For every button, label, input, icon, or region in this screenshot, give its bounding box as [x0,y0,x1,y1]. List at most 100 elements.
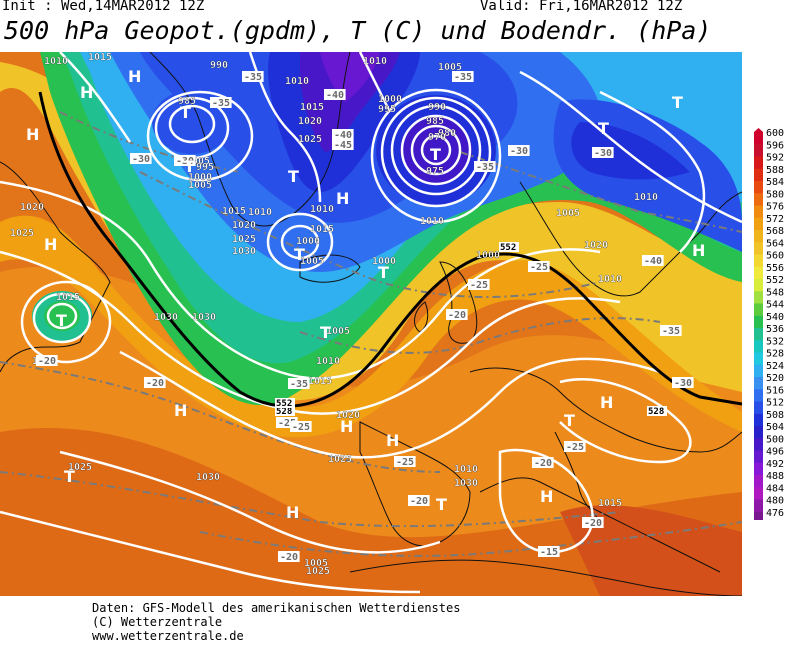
isobar-label: 1030 [232,246,256,257]
low-pressure-center: T [180,103,191,122]
high-pressure-center: H [26,125,39,144]
isobar-label: 1015 [222,206,246,217]
isotherm-label: -35 [244,72,262,83]
colour-scale-legend: 6005965925885845805765725685645605565525… [754,128,784,520]
isotherm-label-bg [532,457,554,468]
isobar-label: 1010 [634,192,658,203]
legend-swatch [754,254,763,268]
low-pressure-center: T [184,157,195,176]
isotherm-label-bg [508,145,530,156]
legend-swatch [754,217,763,231]
isobar-label: 1020 [232,220,256,231]
legend-level-label: 504 [766,422,784,433]
isotherm-label: -35 [290,379,308,390]
high-pressure-center: H [80,83,93,102]
isobar-label: 1010 [248,207,272,218]
footer-data-source: Daten: GFS-Modell des amerikanischen Wet… [92,601,461,615]
isotherm-label-bg [332,139,354,150]
isobar-label: 1005 [188,180,212,191]
low-pressure-center: T [672,93,683,112]
legend-level-label: 496 [766,447,784,458]
isobar-label: 985 [178,96,196,107]
legend-swatch [754,144,763,157]
legend-level-label: 528 [766,349,784,360]
isotherm-label: -20 [280,552,298,563]
isobar-label: 980 [438,128,456,139]
isotherm-label: -40 [334,130,352,141]
isotherm-label: -20 [584,518,602,529]
isobar-label: 1015 [308,376,332,387]
high-pressure-center: H [336,189,349,208]
footer-website: www.wetterzentrale.de [92,629,244,643]
isotherm-label: -30 [132,154,150,165]
legend-swatch [754,450,763,464]
isobar-label: 1030 [154,312,178,323]
isotherm-label-bg [538,546,560,557]
isobar-label: 1005 [304,558,328,569]
isobar-label: 1005 [438,62,462,73]
legend-level-label: 492 [766,459,784,470]
legend-swatch [754,499,763,513]
isobar-label: 1010 [420,216,444,227]
legend-level-label: 564 [766,238,784,249]
isobar-label: 1010 [316,356,340,367]
isobar-label: 1000 [372,256,396,267]
isobar-label: 1010 [310,204,334,215]
isotherm-label: -35 [454,72,472,83]
low-pressure-center: T [56,311,67,330]
legend-level-label: 596 [766,140,784,151]
geopotential-label: 552 [500,243,516,253]
isotherm-label: -30 [674,378,692,389]
legend-swatch [754,352,763,366]
isobar-label: 1025 [68,462,92,473]
legend-level-label: 540 [766,312,784,323]
isotherm-label: -20 [534,458,552,469]
high-pressure-center: H [340,417,353,436]
isotherm-label: -20 [146,378,164,389]
isotherm-label-bg [672,377,694,388]
legend-level-label: 572 [766,214,784,225]
legend-level-label: 548 [766,287,784,298]
legend-level-label: 592 [766,153,784,164]
legend-swatch [754,475,763,488]
legend-swatch [754,401,763,415]
legend-level-label: 512 [766,398,784,409]
isobar-label: 1005 [326,326,350,337]
isotherm-label-bg [564,441,586,452]
isobar-label: 1020 [336,410,360,421]
isotherm-label: -35 [662,326,680,337]
legend-level-label: 560 [766,251,784,262]
legend-level-label: 600 [766,128,784,139]
isotherm-label-bg [324,89,346,100]
isotherm-label: -20 [448,310,466,321]
isobar-label: 995 [378,104,396,115]
isotherm-label-bg [660,325,682,336]
legend-level-label: 552 [766,275,784,286]
isotherm-label-bg [642,255,664,266]
legend-swatch [754,291,763,304]
isobar-label: 1020 [584,240,608,251]
high-pressure-center: H [174,401,187,420]
isotherm-label-bg [408,495,430,506]
isotherm-label-bg [582,517,604,528]
legend-swatch [754,340,763,353]
high-pressure-center: H [386,431,399,450]
high-pressure-center: H [600,393,613,412]
isotherm-label-bg [446,309,468,320]
legend-level-label: 556 [766,263,784,274]
low-pressure-center: T [564,411,575,430]
isotherm-label-bg [36,355,58,366]
isobar-label: 1015 [88,52,112,63]
isobar-label: 1025 [298,134,322,145]
isobar-label: 1015 [598,498,622,509]
isotherm-label: -30 [510,146,528,157]
legend-level-label: 484 [766,483,784,494]
isobar-label: 1010 [598,274,622,285]
chart-title: 500 hPa Geopot.(gpdm), T (C) und Bodendr… [4,16,712,45]
legend-level-label: 544 [766,300,784,311]
isotherm-label-bg [290,421,312,432]
isotherm-label-bg [288,378,310,389]
isotherm-label-bg [130,153,152,164]
isobar-label: 1000 [476,250,500,261]
legend-swatch [754,315,763,329]
